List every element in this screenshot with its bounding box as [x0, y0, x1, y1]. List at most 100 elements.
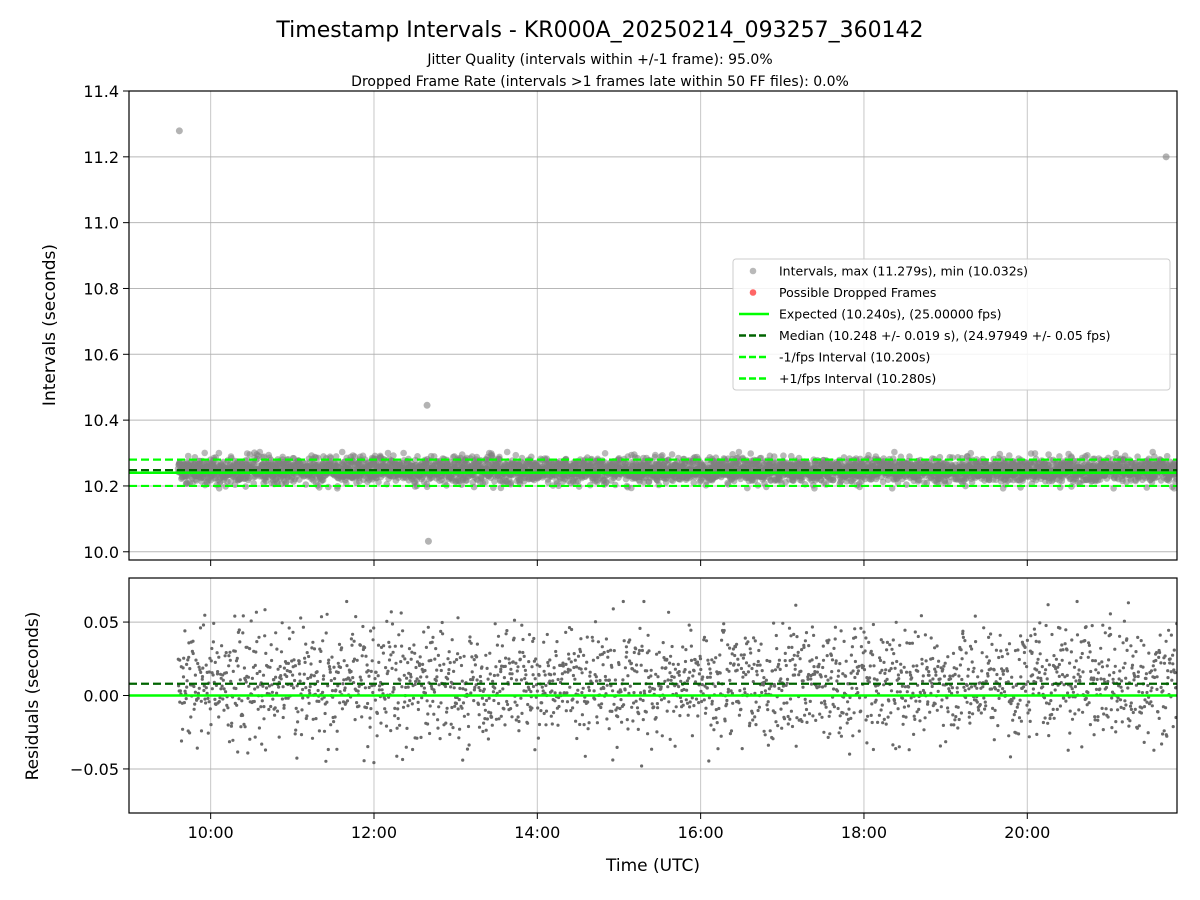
y-tick-label: 11.4: [83, 82, 119, 101]
residual-point: [254, 610, 258, 614]
interval-point: [1006, 452, 1013, 459]
residual-point: [182, 656, 186, 660]
residual-point: [335, 729, 339, 733]
residual-point: [228, 650, 232, 654]
residual-point: [181, 727, 185, 731]
interval-point: [332, 453, 340, 460]
residual-point: [246, 675, 250, 679]
residual-point: [191, 639, 195, 643]
residual-point: [220, 684, 224, 688]
residual-point: [229, 679, 233, 683]
residual-point: [384, 724, 389, 728]
residual-point: [260, 699, 264, 703]
residual-point: [270, 690, 274, 694]
residual-point: [443, 684, 448, 689]
residual-point: [211, 673, 215, 677]
residual-point: [294, 728, 298, 732]
residual-point: [396, 701, 400, 705]
residual-point: [224, 690, 228, 694]
interval-point: [555, 482, 562, 490]
residual-point: [387, 640, 391, 645]
residual-point: [256, 707, 260, 711]
interval-point: [503, 448, 511, 456]
residual-point: [277, 735, 281, 739]
residual-point: [382, 644, 386, 648]
residual-point: [206, 696, 210, 701]
residual-point: [216, 670, 220, 674]
residual-point: [343, 686, 347, 690]
residual-point: [298, 679, 302, 683]
residual-point: [250, 676, 254, 681]
residual-point: [187, 655, 191, 659]
residual-point: [208, 707, 212, 711]
residual-point: [234, 686, 238, 691]
interval-point: [962, 482, 969, 490]
residual-point: [403, 700, 407, 704]
residual-point: [246, 751, 250, 755]
residual-point: [448, 661, 452, 665]
interval-point: [512, 451, 520, 459]
residual-point: [342, 659, 346, 663]
residual-point: [368, 725, 372, 729]
y-tick-label: 10.8: [83, 279, 119, 298]
residual-point: [373, 698, 377, 702]
residual-point: [448, 732, 452, 737]
residual-point: [210, 687, 214, 691]
residual-point: [243, 725, 247, 729]
residual-point: [291, 630, 295, 634]
residual-point: [394, 661, 398, 665]
residual-point: [204, 686, 208, 690]
residual-point: [375, 711, 379, 716]
residual-point: [281, 715, 285, 720]
residual-point: [301, 625, 305, 629]
residual-point: [192, 684, 196, 689]
residual-point: [383, 707, 387, 711]
interval-point: [1056, 453, 1063, 460]
residual-point: [277, 685, 281, 689]
residual-point: [192, 707, 196, 711]
residual-point: [203, 697, 207, 701]
residual-point: [193, 673, 197, 677]
residual-point: [420, 684, 424, 688]
residual-point: [328, 667, 332, 671]
residual-point: [408, 698, 412, 703]
residual-point: [195, 746, 199, 750]
interval-point: [338, 448, 346, 456]
residual-point: [435, 675, 439, 679]
residual-point: [269, 704, 273, 709]
residual-point: [315, 670, 319, 674]
residual-point: [267, 707, 271, 712]
interval-point: [1121, 452, 1129, 460]
interval-point: [897, 453, 905, 461]
residual-point: [338, 690, 342, 694]
residual-point: [280, 621, 284, 625]
residual-point: [205, 691, 209, 695]
residual-point: [336, 661, 340, 665]
residual-point: [321, 639, 325, 643]
residual-point: [409, 657, 413, 661]
residual-point: [426, 712, 430, 716]
residual-point: [340, 707, 344, 711]
residual-point: [404, 685, 408, 690]
residual-point: [185, 685, 189, 689]
residual-point: [236, 750, 240, 754]
residual-point: [274, 675, 278, 679]
residual-point: [332, 720, 336, 724]
residual-point: [203, 613, 207, 617]
residual-point: [389, 729, 393, 733]
residual-point: [422, 686, 426, 690]
residual-point: [362, 759, 366, 763]
residual-point: [401, 629, 405, 633]
residual-point: [304, 642, 308, 646]
residual-point: [374, 670, 378, 674]
residual-point: [445, 706, 449, 710]
y-tick-label: 11.2: [83, 148, 119, 167]
residual-point: [415, 736, 419, 740]
interval-point: [735, 448, 743, 456]
residual-point: [257, 726, 261, 730]
residual-point: [341, 700, 346, 704]
interval-point: [879, 478, 887, 486]
residual-point: [333, 677, 337, 681]
residual-point: [188, 667, 192, 671]
residual-point: [352, 639, 356, 643]
